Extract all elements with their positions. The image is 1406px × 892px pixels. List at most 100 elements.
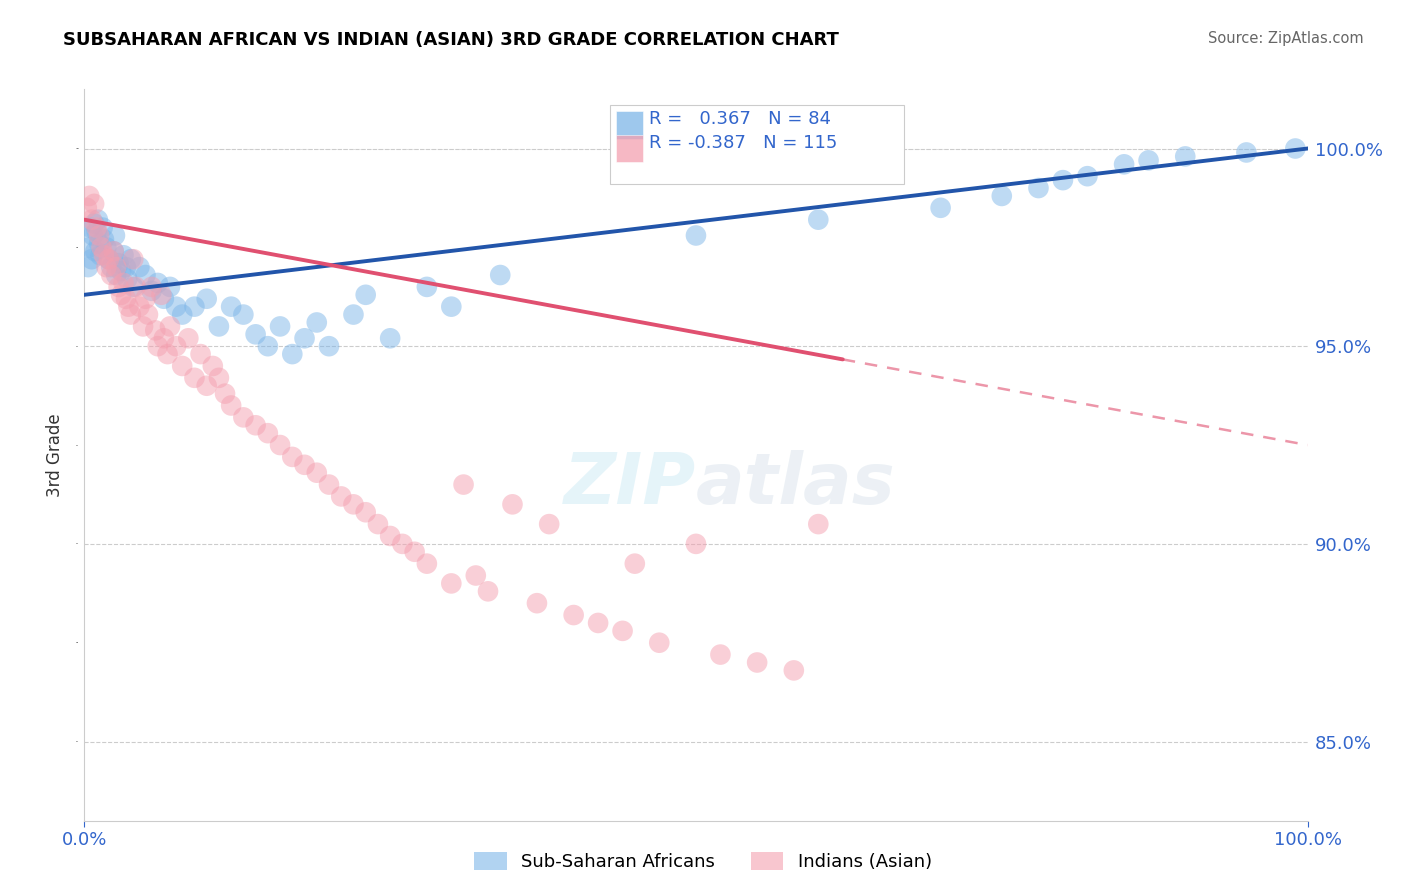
- Point: [159, 280, 181, 294]
- Point: [112, 248, 135, 262]
- Point: [83, 197, 105, 211]
- Point: [122, 252, 145, 267]
- Point: [87, 212, 110, 227]
- Point: [112, 276, 135, 290]
- Point: [87, 228, 110, 243]
- FancyBboxPatch shape: [610, 105, 904, 184]
- Point: [177, 331, 200, 345]
- Point: [128, 260, 150, 274]
- Point: [103, 244, 125, 259]
- Point: [269, 319, 291, 334]
- Point: [107, 256, 129, 270]
- Point: [208, 371, 231, 385]
- Point: [84, 244, 107, 259]
- Point: [76, 201, 98, 215]
- Point: [86, 225, 108, 239]
- Point: [183, 371, 205, 385]
- Point: [305, 466, 328, 480]
- Point: [105, 268, 128, 282]
- Point: [453, 477, 475, 491]
- Point: [783, 664, 806, 678]
- Point: [318, 339, 340, 353]
- Point: [245, 418, 267, 433]
- Point: [219, 399, 242, 413]
- Point: [97, 252, 120, 267]
- Point: [128, 300, 150, 314]
- Point: [624, 557, 647, 571]
- Point: [219, 300, 242, 314]
- Point: [330, 490, 353, 504]
- Point: [122, 280, 145, 294]
- Point: [281, 347, 304, 361]
- Point: [232, 308, 254, 322]
- Point: [208, 319, 231, 334]
- Point: [807, 212, 830, 227]
- Point: [440, 576, 463, 591]
- Point: [709, 648, 731, 662]
- Point: [146, 276, 169, 290]
- Point: [269, 438, 291, 452]
- Point: [107, 280, 129, 294]
- Point: [97, 252, 120, 267]
- Point: [354, 287, 377, 301]
- Point: [257, 426, 280, 441]
- Point: [404, 545, 426, 559]
- Legend: Sub-Saharan Africans, Indians (Asian): Sub-Saharan Africans, Indians (Asian): [467, 845, 939, 879]
- Point: [1052, 173, 1074, 187]
- Point: [141, 280, 163, 294]
- Point: [685, 228, 707, 243]
- Point: [150, 287, 173, 301]
- Point: [153, 331, 176, 345]
- Point: [172, 359, 194, 373]
- Point: [929, 201, 952, 215]
- Point: [464, 568, 486, 582]
- Point: [305, 316, 328, 330]
- Point: [135, 292, 157, 306]
- Point: [120, 252, 142, 267]
- Point: [165, 300, 187, 314]
- Point: [318, 477, 340, 491]
- Point: [991, 189, 1014, 203]
- Point: [190, 347, 212, 361]
- Point: [232, 410, 254, 425]
- Point: [125, 280, 148, 294]
- Text: Source: ZipAtlas.com: Source: ZipAtlas.com: [1208, 31, 1364, 46]
- Point: [80, 252, 103, 267]
- Point: [391, 537, 413, 551]
- Text: SUBSAHARAN AFRICAN VS INDIAN (ASIAN) 3RD GRADE CORRELATION CHART: SUBSAHARAN AFRICAN VS INDIAN (ASIAN) 3RD…: [63, 31, 839, 49]
- Point: [100, 260, 122, 274]
- Point: [79, 220, 101, 235]
- Point: [91, 220, 114, 235]
- Point: [294, 458, 316, 472]
- Point: [135, 268, 157, 282]
- Point: [294, 331, 316, 345]
- Point: [538, 517, 561, 532]
- Point: [281, 450, 304, 464]
- Point: [120, 308, 142, 322]
- Y-axis label: 3rd Grade: 3rd Grade: [46, 413, 65, 497]
- Point: [367, 517, 389, 532]
- Point: [110, 287, 132, 301]
- Point: [1114, 157, 1136, 171]
- Point: [214, 386, 236, 401]
- Point: [416, 280, 439, 294]
- Point: [96, 260, 118, 274]
- Point: [612, 624, 634, 638]
- FancyBboxPatch shape: [616, 135, 644, 162]
- Point: [103, 244, 125, 259]
- Text: R =   0.367   N = 84: R = 0.367 N = 84: [650, 110, 831, 128]
- Point: [1028, 181, 1050, 195]
- Text: R = -0.387   N = 115: R = -0.387 N = 115: [650, 134, 838, 152]
- Text: atlas: atlas: [696, 450, 896, 519]
- Point: [477, 584, 499, 599]
- Point: [1284, 141, 1306, 155]
- Point: [172, 308, 194, 322]
- Point: [96, 240, 118, 254]
- Point: [110, 264, 132, 278]
- Point: [159, 319, 181, 334]
- Point: [156, 347, 179, 361]
- Point: [1236, 145, 1258, 160]
- Point: [685, 537, 707, 551]
- Point: [747, 656, 769, 670]
- Point: [105, 260, 128, 274]
